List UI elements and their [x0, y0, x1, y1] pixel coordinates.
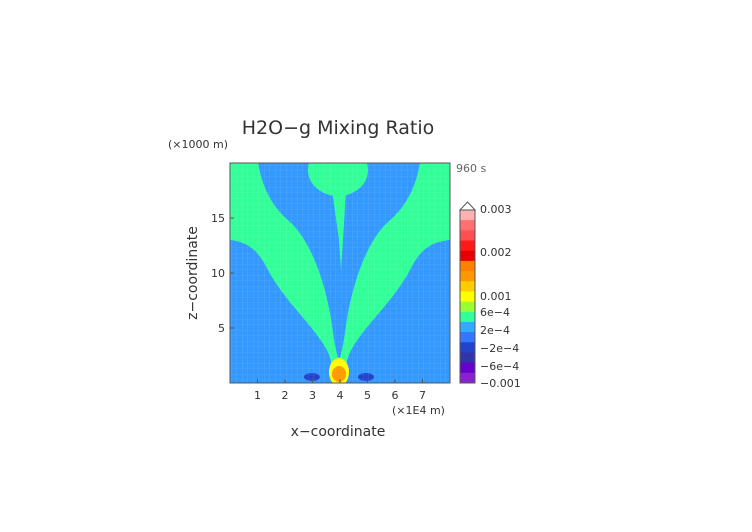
- colorbar: 0.003 0.002 0.001 6e−4 2e−4 −2e−4 −6e−4 −0.001: [458, 201, 521, 390]
- colorbar-swatch: [460, 281, 475, 292]
- colorbar-swatch: [460, 311, 475, 323]
- colorbar-swatch: [460, 301, 475, 313]
- colorbar-label: −2e−4: [480, 342, 519, 355]
- colorbar-swatch: [460, 210, 475, 221]
- colorbar-label: 0.002: [480, 246, 512, 259]
- x-tick-label: 3: [309, 389, 316, 402]
- y-tick-label: 10: [211, 267, 225, 280]
- y-axis-label: z−coordinate: [185, 226, 201, 320]
- colorbar-arrow: [458, 201, 477, 211]
- x-tick-label: 6: [392, 389, 399, 402]
- colorbar-swatch: [460, 271, 475, 282]
- x-tick-label: 2: [282, 389, 289, 402]
- colorbar-swatch: [460, 250, 475, 262]
- colorbar-swatch: [460, 342, 475, 353]
- x-tick-label: 4: [337, 389, 344, 402]
- y-tick-label: 5: [218, 322, 225, 335]
- x-axis-label: x−coordinate: [291, 424, 386, 440]
- time-label: 960 s: [456, 162, 486, 175]
- colorbar-swatch: [460, 240, 475, 252]
- colorbar-swatch: [460, 291, 475, 303]
- y-axis: 5 10 15: [211, 212, 234, 335]
- grid-overlay: [230, 163, 450, 383]
- colorbar-label: −6e−4: [480, 360, 519, 373]
- y-unit-label: (×1000 m): [168, 138, 228, 151]
- colorbar-swatch: [460, 352, 475, 364]
- y-tick-label: 15: [211, 212, 225, 225]
- colorbar-label: 6e−4: [480, 306, 510, 319]
- colorbar-label: 2e−4: [480, 324, 510, 337]
- colorbar-swatch: [460, 220, 475, 231]
- colorbar-swatch: [460, 372, 475, 384]
- colorbar-label: 0.001: [480, 290, 512, 303]
- x-unit-label: (×1E4 m): [392, 404, 445, 417]
- colorbar-swatch: [460, 321, 475, 333]
- x-tick-label: 5: [364, 389, 371, 402]
- chart-title: H2O−g Mixing Ratio: [242, 117, 434, 139]
- colorbar-label: 0.003: [480, 203, 512, 216]
- x-tick-label: 1: [254, 389, 261, 402]
- colorbar-frame: [459, 209, 476, 384]
- colorbar-swatch: [460, 260, 475, 272]
- contour-field: [230, 163, 450, 383]
- x-axis: 1 2 3 4 5 6 7: [254, 379, 426, 402]
- x-tick-label: 7: [419, 389, 426, 402]
- colorbar-swatch: [460, 332, 475, 343]
- colorbar-label: −0.001: [480, 377, 521, 390]
- colorbar-swatch: [460, 362, 475, 374]
- colorbar-swatch: [460, 230, 475, 242]
